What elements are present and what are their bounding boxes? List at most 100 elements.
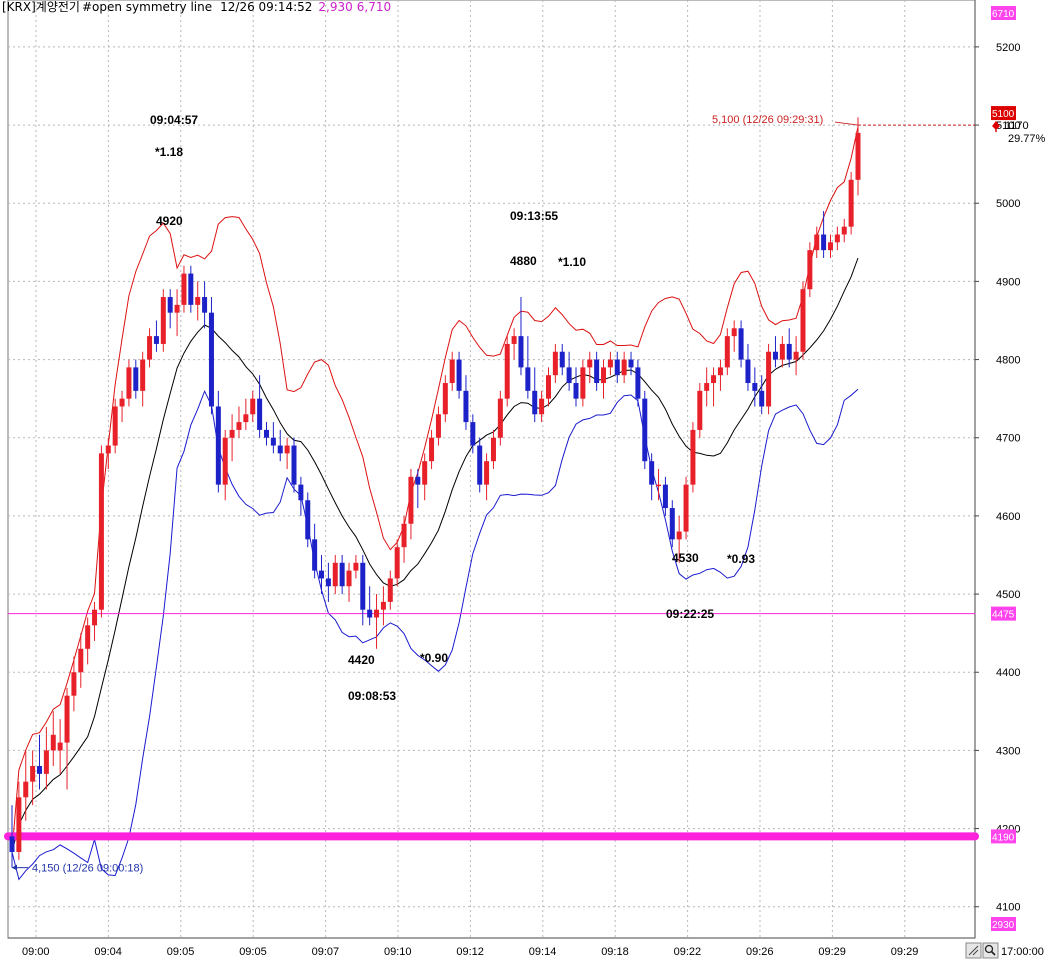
candle [704,367,710,407]
candle [319,554,325,595]
candle [738,320,744,368]
y-tick-label: 4500 [996,589,1020,601]
candle [236,406,242,438]
candle-body [662,484,668,509]
candle [635,359,641,407]
candle-body [821,234,827,251]
candle-body [628,359,634,368]
candle [504,336,510,407]
candle [656,469,662,501]
low-callout-arrow-icon [12,864,17,871]
candle-body [855,132,861,180]
candle-body [463,390,469,423]
axis-badge-bottom: 2930 [992,920,1015,931]
candle [786,328,792,368]
candle-body [23,781,29,798]
candle-body [573,383,579,399]
candle [325,562,331,602]
candle-body [229,429,235,438]
current-change-pct: 29.77% [1008,133,1046,145]
candle-body [504,343,510,399]
high-callout-pointer [834,121,859,126]
candle [484,453,490,501]
candle-body [243,414,249,423]
chart-header: [KRX]계양전기 #open symmetry line 12/26 09:14:… [2,0,391,14]
candle-body [724,336,730,368]
candle [215,390,221,493]
candle [532,367,538,423]
y-tick-label: 4800 [996,355,1020,367]
candle-body [92,609,98,626]
candle-body [37,766,43,774]
candle [642,390,648,469]
candle-body [669,508,675,540]
header-tag: #open symmetry line [82,0,212,14]
candle-body [484,461,490,485]
y-tick-label: 4600 [996,511,1020,523]
candle [188,265,194,313]
candle [539,390,545,423]
y-tick-label: 4700 [996,433,1020,445]
candle-body [759,390,765,407]
candle-body [752,383,758,391]
candle [167,289,173,329]
candle-body [167,297,173,313]
candle-body [814,234,820,251]
trough1-time: 09:08:53 [348,689,396,703]
candle-body [490,437,496,462]
candle [594,351,600,391]
candle-body [147,336,153,360]
candle [545,367,551,407]
candle [153,320,159,352]
candle-body [642,398,648,462]
mid-band-line [11,257,859,853]
candle [270,422,276,454]
candle-body [766,351,772,407]
candle [724,328,730,376]
candle [463,375,469,430]
candle [697,383,703,438]
header-market: [KRX] [2,0,36,14]
time-axis: 09:00 09:04 09:05 09:05 09:07 09:10 09:12 09:14… [8,937,975,958]
candle [827,234,833,258]
candle-body [587,359,593,368]
x-tick-label: 09:07 [312,946,340,958]
resize-icon-glyph [968,945,979,956]
candle [607,351,613,376]
candle-body [312,539,318,571]
candle-body [834,234,840,243]
candle-body [779,343,785,360]
end-time-label: 17:00:00 [1001,946,1044,958]
candle [470,414,476,454]
candle [374,594,380,649]
candle-body [78,648,84,673]
axis-badge-symmetry-bg [991,606,1016,621]
axis-badge-bottom-bg [991,917,1016,931]
candle-body [545,375,551,399]
candle-body [559,351,565,368]
candle [676,515,682,563]
candle [442,375,448,423]
candle [291,437,297,493]
candle-body [195,297,201,305]
candle [346,562,352,602]
candle [628,351,634,376]
candle [380,586,386,626]
candle-body [745,359,751,384]
candle [202,281,208,329]
candle-body [181,273,187,305]
candle-body [435,414,441,438]
candle [408,469,414,540]
axis-badge-symmetry: 4475 [992,610,1015,621]
x-tick-label: 09:22 [674,946,702,958]
candle-body [277,445,283,454]
axis-badge-current: 5100 [992,109,1015,120]
axis-badge-open-bg [991,829,1016,844]
candle [78,633,84,688]
candle [759,375,765,415]
candle [821,211,827,258]
candle [250,390,256,423]
candle [766,343,772,415]
candle-body [64,695,70,743]
